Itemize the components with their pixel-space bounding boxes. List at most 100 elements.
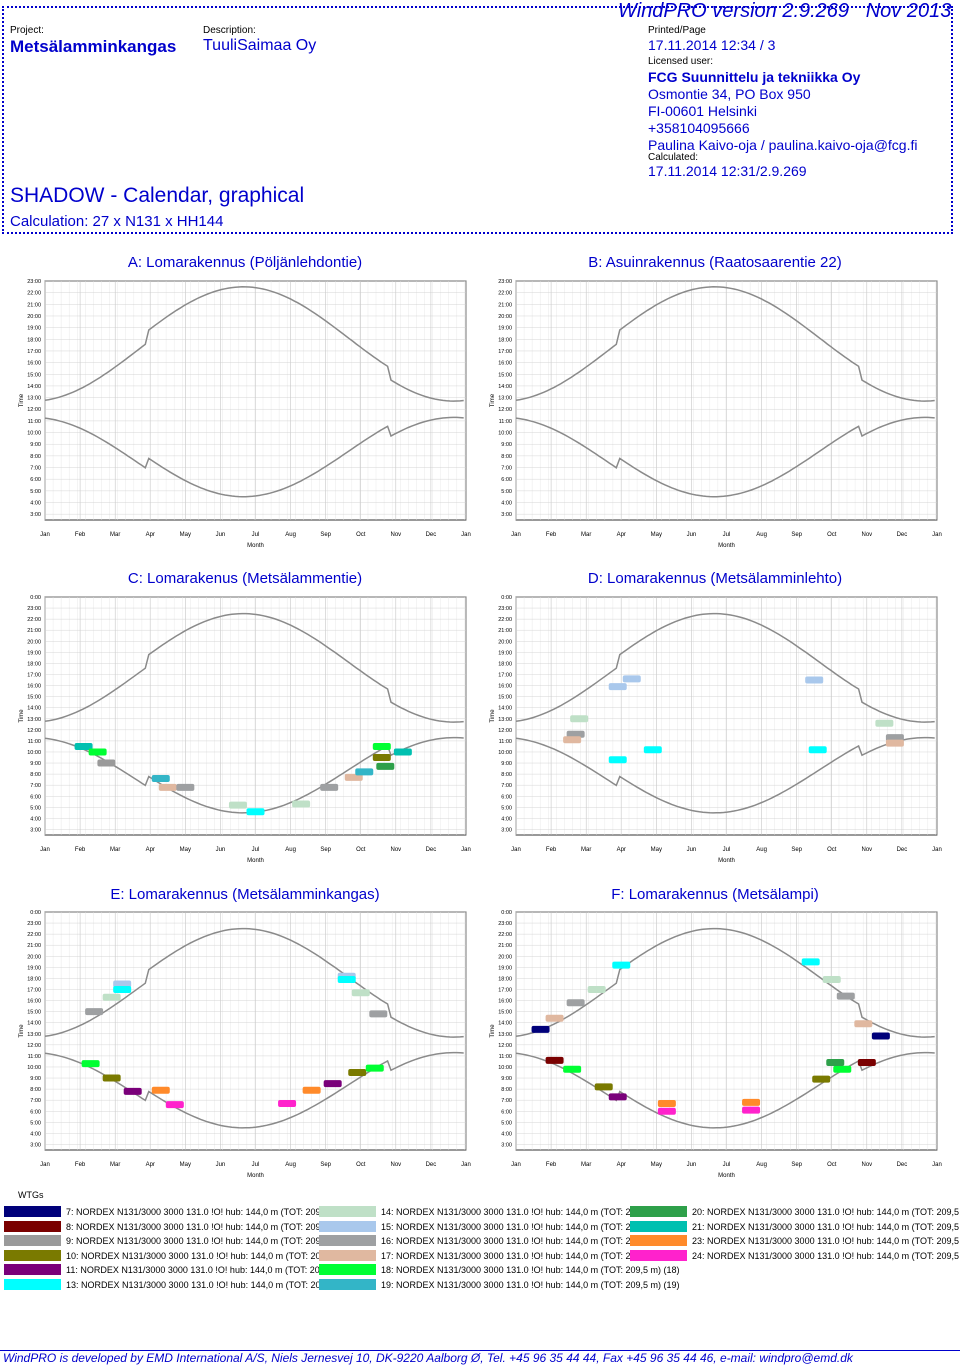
y-tick-label: 11:00 <box>28 1054 41 1060</box>
legend-entry-24: 24: NORDEX N131/3000 3000 131.0 !O! hub:… <box>692 1250 960 1261</box>
y-tick-label: 23:00 <box>27 921 41 927</box>
shadow-mark-wtg-10 <box>102 1074 121 1082</box>
shadow-mark-wtg-14 <box>875 719 894 727</box>
y-tick-label: 10:00 <box>498 1065 512 1071</box>
legend-swatch-8 <box>4 1220 61 1232</box>
y-tick-label: 15:00 <box>498 372 512 378</box>
x-tick-label: Nov <box>861 532 872 538</box>
x-tick-label: Jan <box>932 532 942 538</box>
x-tick-label: May <box>651 532 662 538</box>
shadow-mark-wtg-13 <box>246 808 265 816</box>
y-tick-label: 7:00 <box>501 783 512 789</box>
sunset-curve <box>44 286 464 402</box>
shadow-mark-wtg-13 <box>643 746 662 754</box>
y-tick-label: 20:00 <box>27 314 41 320</box>
x-tick-label: Jul <box>723 1162 731 1168</box>
y-tick-label: 5:00 <box>501 489 512 495</box>
legend-swatch-14 <box>319 1206 376 1217</box>
x-tick-label: Nov <box>390 847 401 853</box>
x-tick-label: Feb <box>546 847 557 853</box>
project-label: Project: <box>10 25 44 36</box>
shadow-calendar-charts: Jan Feb Mar Apr May Jun Jul Aug Sep Oct Nov Dec Jan 2… <box>19 279 942 1179</box>
chart-title-b: B: Asuinrakennus (Raatosaarentie 22) <box>588 254 842 271</box>
y-tick-label: 8:00 <box>501 454 512 460</box>
y-tick-label: 22:00 <box>27 932 41 938</box>
y-tick-label: 16:00 <box>498 684 512 690</box>
shadow-mark-wtg-18 <box>833 1065 852 1073</box>
y-tick-label: 14:00 <box>27 706 41 712</box>
x-tick-label: Jan <box>40 847 50 853</box>
sunset-curve <box>515 612 935 723</box>
shadow-mark-wtg-18 <box>372 742 391 750</box>
legend-title: WTGs <box>18 1190 44 1200</box>
y-tick-label: 21:00 <box>498 628 512 634</box>
shadow-mark-wtg-16 <box>176 783 195 791</box>
legend-swatch-15 <box>319 1220 376 1232</box>
y-tick-label: 10:00 <box>27 431 41 437</box>
shadow-mark-wtg-15 <box>113 980 132 988</box>
x-tick-label: Nov <box>861 1162 872 1168</box>
y-tick-label: 13:00 <box>498 1032 512 1038</box>
x-axis-label: Month <box>247 1173 264 1179</box>
x-tick-label: Jan <box>40 532 50 538</box>
y-tick-label: 7:00 <box>30 783 41 789</box>
y-tick-label: 21:00 <box>498 943 512 949</box>
x-tick-label: Jan <box>461 1162 471 1168</box>
y-tick-label: 8:00 <box>501 1087 512 1093</box>
y-tick-label: 12:00 <box>27 728 41 734</box>
shadow-mark-wtg-15 <box>622 675 641 683</box>
y-tick-label: 15:00 <box>27 372 41 378</box>
shadow-mark-wtg-10 <box>348 1069 367 1077</box>
shadow-mark-wtg-17 <box>563 736 582 744</box>
shadow-mark-wtg-13 <box>801 958 820 966</box>
printed-label: Printed/Page <box>648 25 706 36</box>
shadow-mark-wtg-15 <box>805 676 824 684</box>
x-axis-label: Month <box>718 543 735 549</box>
x-tick-label: Feb <box>75 532 86 538</box>
y-tick-label: 12:00 <box>498 407 512 413</box>
x-axis-label: Month <box>247 543 264 549</box>
y-tick-label: 23:00 <box>27 279 41 285</box>
x-tick-label: May <box>180 532 191 538</box>
y-tick-label: 13:00 <box>27 396 41 402</box>
chart-title-e: E: Lomarakennus (Metsälamminkangas) <box>110 886 380 903</box>
y-tick-label: 21:00 <box>498 302 512 308</box>
y-tick-label: 20:00 <box>498 314 512 320</box>
shadow-mark-wtg-23 <box>742 1098 761 1106</box>
shadow-mark-wtg-16 <box>836 992 855 1000</box>
legend-swatch-17 <box>319 1249 376 1261</box>
y-axis-label: Time <box>19 709 25 723</box>
y-tick-label: 8:00 <box>501 772 512 778</box>
x-tick-label: Apr <box>617 532 626 538</box>
x-tick-label: Mar <box>110 532 120 538</box>
y-tick-label: 17:00 <box>498 672 512 678</box>
legend-entry-17: 17: NORDEX N131/3000 3000 131.0 !O! hub:… <box>381 1250 680 1261</box>
version-text: WindPRO version 2.9.269 Nov 2013 <box>618 0 952 22</box>
shadow-mark-wtg-16 <box>320 783 339 791</box>
y-tick-label: 8:00 <box>30 772 41 778</box>
chart-title-f: F: Lomarakennus (Metsälampi) <box>611 886 819 903</box>
y-tick-label: 4:00 <box>30 816 41 822</box>
shadow-mark-wtg-14 <box>102 993 121 1001</box>
address-line-1: Osmontie 34, PO Box 950 <box>648 86 811 102</box>
sunrise-curve <box>44 416 464 498</box>
sunset-curve <box>44 927 464 1038</box>
y-tick-label: 5:00 <box>30 489 41 495</box>
y-tick-label: 11:00 <box>499 1054 512 1060</box>
y-tick-label: 22:00 <box>498 932 512 938</box>
y-tick-label: 22:00 <box>27 291 41 297</box>
y-tick-label: 12:00 <box>498 728 512 734</box>
x-tick-label: May <box>180 847 191 853</box>
legend-swatch-11 <box>4 1264 61 1276</box>
shadow-mark-wtg-13 <box>808 746 827 754</box>
y-tick-label: 14:00 <box>27 384 41 390</box>
legend-entry-10: 10: NORDEX N131/3000 3000 131.0 !O! hub:… <box>66 1250 365 1261</box>
x-tick-label: Aug <box>756 847 767 853</box>
y-axis-label: Time <box>490 1024 496 1038</box>
legend-swatch-21 <box>630 1220 687 1232</box>
x-tick-label: Jan <box>932 1162 942 1168</box>
shadow-mark-wtg-16 <box>369 1010 388 1018</box>
chart-title-a: A: Lomarakennus (Pöljänlehdontie) <box>127 254 363 271</box>
sunset-curve <box>515 286 935 402</box>
y-tick-label: 17:00 <box>498 987 512 993</box>
